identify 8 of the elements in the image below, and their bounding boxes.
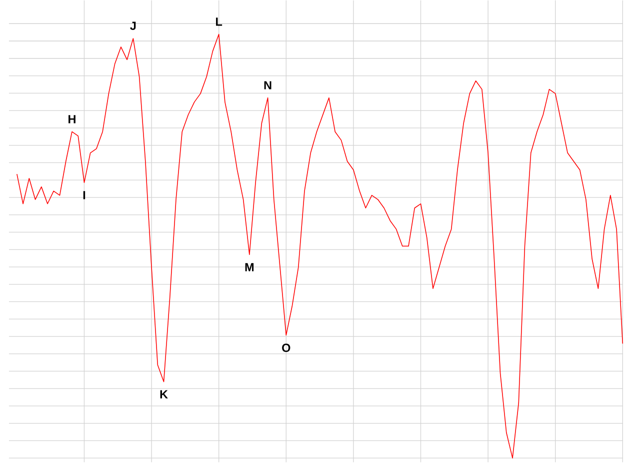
annotation: I bbox=[83, 190, 86, 200]
annotation: H bbox=[68, 114, 76, 124]
annotation: M bbox=[245, 263, 254, 272]
annotation: K bbox=[160, 390, 168, 398]
annotation: L bbox=[216, 17, 222, 26]
annotation: N bbox=[264, 81, 272, 90]
annotation: J bbox=[130, 22, 136, 30]
annotation: O bbox=[282, 344, 290, 352]
